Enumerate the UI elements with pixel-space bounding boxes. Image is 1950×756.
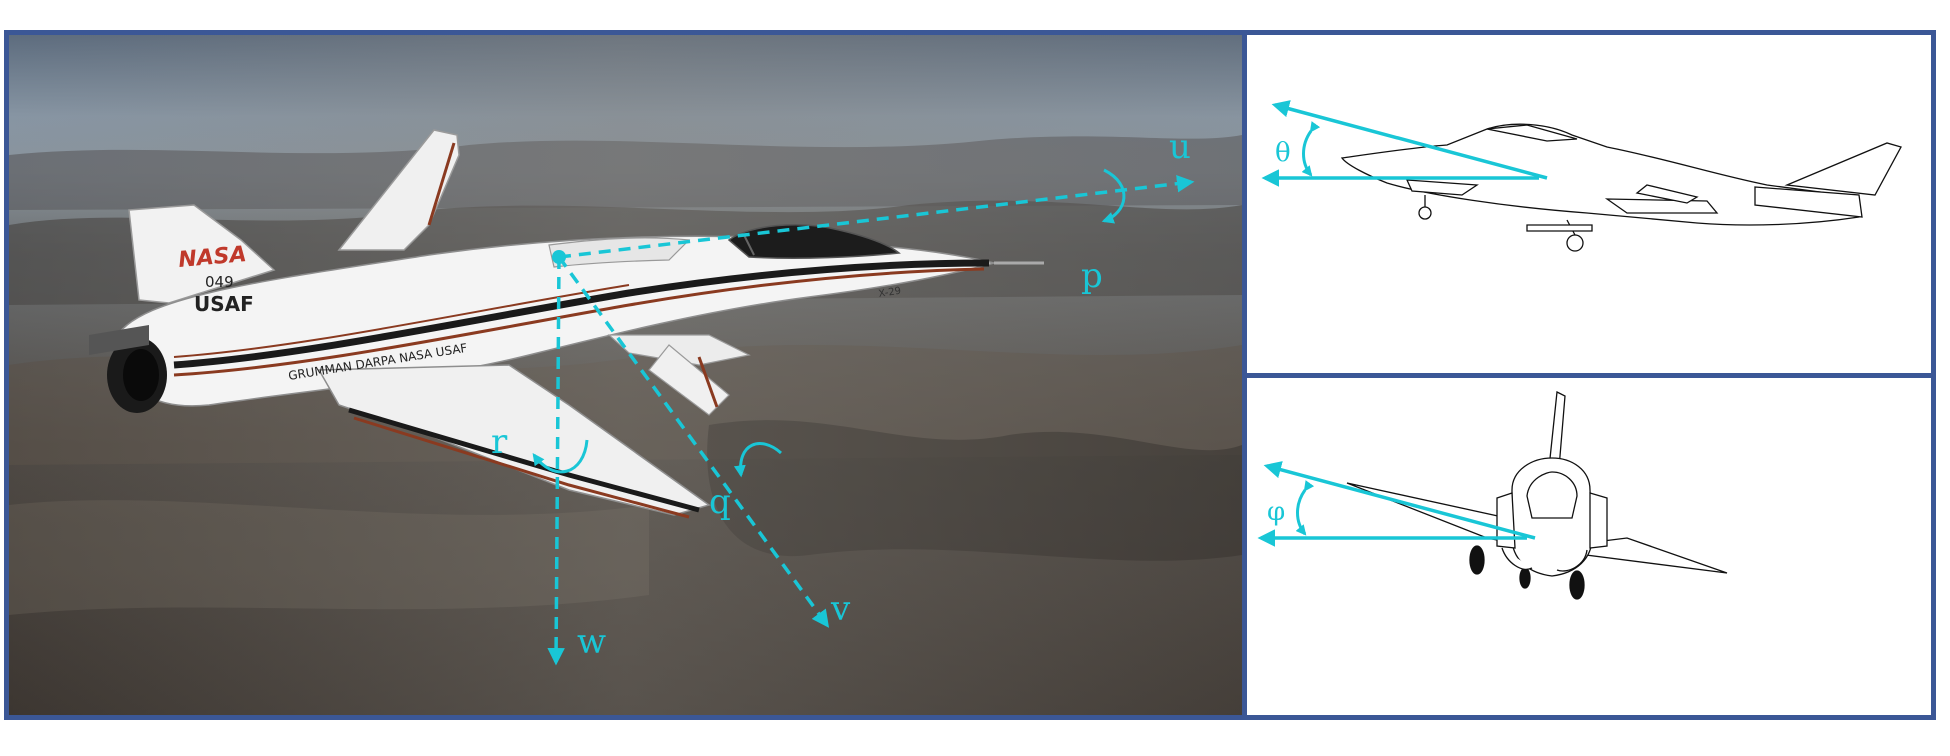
- q-rotation-arc: [733, 442, 783, 478]
- u-label: u: [1169, 127, 1191, 167]
- usaf-marking: USAF: [194, 292, 254, 316]
- vertical-tail: [128, 204, 276, 304]
- body-axes: u p r w q v: [491, 127, 1195, 666]
- canopy: [727, 224, 901, 259]
- p-label: p: [1081, 256, 1103, 296]
- theta-angle-arc: [1301, 121, 1321, 177]
- side-tail: [1784, 142, 1902, 196]
- fuselage: [118, 235, 995, 407]
- w-axis-arrow: [547, 256, 565, 666]
- tail-instrument: [89, 325, 149, 355]
- r-rotation-arc: [532, 439, 589, 474]
- w-label: w: [577, 622, 606, 662]
- lower-canard: [648, 344, 730, 416]
- q-label: q: [709, 482, 731, 522]
- tail-number: 049: [205, 273, 234, 291]
- nose-designation: X-29: [878, 286, 902, 300]
- canard: [607, 334, 751, 366]
- front-tail: [1548, 390, 1566, 469]
- side-engine: [1754, 186, 1863, 218]
- body-y-axis-line: [1263, 461, 1536, 540]
- aircraft-front-view: [1346, 390, 1728, 600]
- aircraft-photo-panel: NASA 049 USAF GRUMMAN DARPA NASA USAF X-…: [4, 30, 1247, 720]
- pitch-angle-panel: θ: [1242, 30, 1936, 378]
- theta-label: θ: [1275, 138, 1291, 168]
- aircraft-side-view: [1340, 123, 1902, 252]
- side-view-diagram: θ: [1261, 100, 1902, 252]
- phi-angle-arc: [1295, 480, 1315, 536]
- p-rotation-arc: [1101, 168, 1126, 224]
- body-x-axis-line: [1271, 100, 1548, 180]
- u-axis-arrow: [558, 174, 1195, 259]
- x29-aircraft: NASA 049 USAF GRUMMAN DARPA NASA USAF X-…: [89, 129, 1044, 519]
- roll-angle-panel: φ: [1242, 373, 1936, 720]
- front-view-diagram: φ: [1257, 390, 1728, 600]
- v-axis-arrow: [557, 255, 830, 628]
- aircraft-photo: NASA 049 USAF GRUMMAN DARPA NASA USAF X-…: [9, 35, 1242, 715]
- r-label: r: [491, 422, 508, 462]
- v-label: v: [830, 589, 851, 629]
- nasa-logo: NASA: [177, 242, 247, 273]
- engine-nozzle-inner: [123, 349, 159, 401]
- far-wing-stripe: [427, 142, 456, 226]
- phi-label: φ: [1267, 497, 1285, 527]
